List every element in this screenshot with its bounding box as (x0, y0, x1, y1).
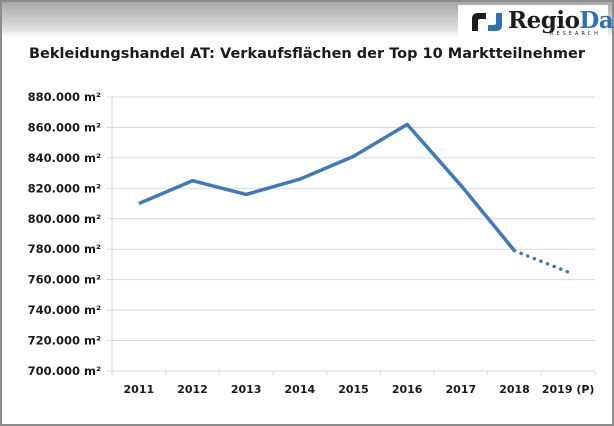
regiodata-logo-mark-icon (472, 13, 502, 31)
logo-wordmark: RegioData (508, 7, 614, 34)
logo-regio: Regio (508, 7, 580, 34)
y-tick-label: 780.000 m² (28, 242, 101, 256)
y-tick-label: 700.000 m² (28, 364, 101, 378)
logo: RegioData RESEARCH (458, 5, 614, 40)
y-tick-label: 720.000 m² (28, 334, 101, 348)
x-tick-label: 2019 (P) (542, 383, 595, 396)
x-tick-label: 2018 (499, 383, 530, 396)
x-tick-label: 2013 (231, 383, 262, 396)
chart-title: Bekleidungshandel AT: Verkaufsflächen de… (28, 46, 585, 62)
y-tick-label: 880.000 m² (28, 90, 101, 104)
x-axis-ticks: 2011 2012 2013 2014 2015 2016 2017 2018 2019 (P) (124, 383, 595, 396)
x-tick-label: 2014 (285, 383, 316, 396)
y-tick-label: 840.000 m² (28, 151, 101, 165)
logo-data: Data (579, 7, 614, 34)
y-tick-label: 800.000 m² (28, 212, 101, 226)
logo-subtitle: RESEARCH (550, 31, 601, 37)
y-tick-label: 860.000 m² (28, 120, 101, 134)
x-tick-label: 2011 (124, 383, 155, 396)
y-tick-label: 820.000 m² (28, 181, 101, 195)
x-tick-label: 2015 (338, 383, 369, 396)
series (138, 122, 570, 274)
axes (107, 96, 596, 375)
x-tick-label: 2017 (446, 383, 477, 396)
y-tick-label: 740.000 m² (28, 303, 101, 317)
x-tick-label: 2016 (392, 383, 423, 396)
y-axis-ticks: 700.000 m² 720.000 m² 740.000 m² 760.000 m²… (28, 90, 101, 378)
y-tick-label: 760.000 m² (28, 273, 101, 287)
gridlines (112, 96, 595, 342)
series-line-actual (138, 122, 516, 252)
series-line-forecast (512, 248, 570, 274)
x-tick-label: 2012 (177, 383, 208, 396)
